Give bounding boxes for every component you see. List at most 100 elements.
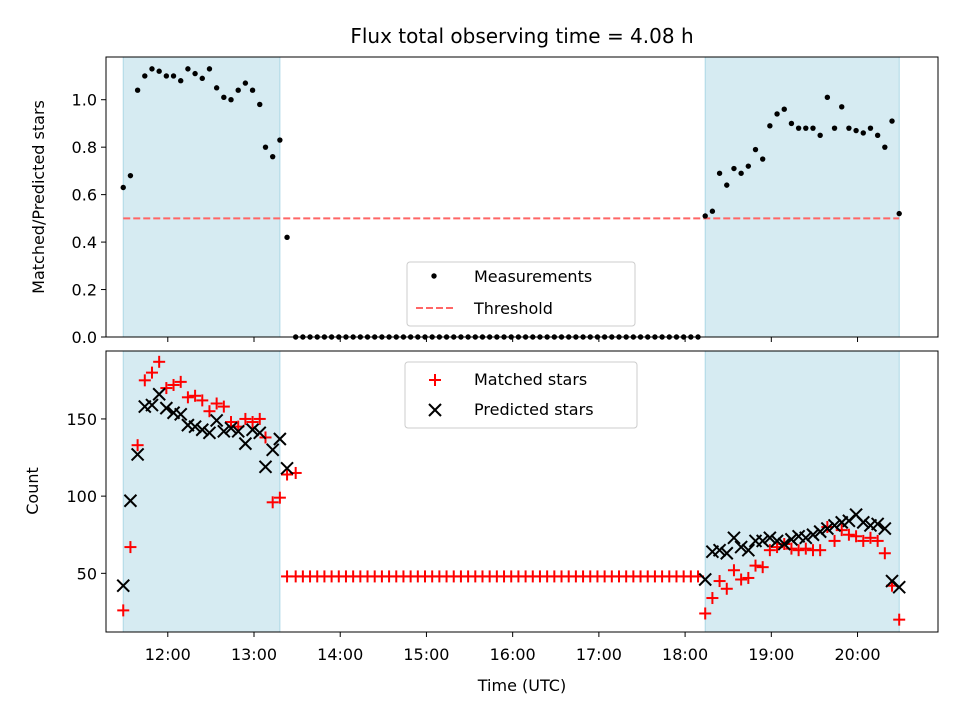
- matched-point: [266, 496, 279, 509]
- matched-point: [763, 544, 776, 557]
- measurement-point: [235, 87, 241, 93]
- matched-point: [893, 613, 906, 626]
- predicted-point: [253, 426, 267, 440]
- predicted-point: [755, 534, 770, 548]
- predicted-point: [238, 436, 253, 451]
- matched-point: [842, 528, 855, 541]
- matched-point: [225, 416, 238, 429]
- top-measurement-points: [120, 66, 902, 340]
- top-x-ticks: [167, 337, 859, 342]
- matched-point: [735, 573, 748, 586]
- predicted-point: [152, 387, 166, 401]
- predicted-point: [813, 524, 827, 539]
- y-tick-label: 0.6: [72, 186, 97, 205]
- measurement-point: [262, 144, 269, 150]
- measurement-point: [853, 127, 859, 134]
- measurement-point: [831, 125, 838, 131]
- measurement-point: [702, 213, 708, 219]
- matched-point: [835, 524, 848, 537]
- measurement-point: [120, 184, 126, 191]
- matched-point: [756, 561, 769, 574]
- matched-point: [699, 607, 712, 620]
- predicted-point: [202, 426, 217, 440]
- predicted-point: [145, 398, 159, 412]
- measurement-point: [795, 125, 802, 131]
- x-tick-label: 12:00: [145, 645, 191, 664]
- legend-measurements-marker: [431, 273, 437, 279]
- measurement-point: [767, 123, 773, 129]
- measurement-point: [127, 172, 134, 179]
- legend-predicted-marker: [428, 403, 442, 417]
- measurement-point: [149, 66, 155, 72]
- predicted-point: [777, 537, 791, 551]
- matched-point: [239, 412, 252, 425]
- matched-point: [850, 530, 863, 543]
- measurement-point: [752, 146, 759, 153]
- matched-point: [864, 531, 877, 544]
- predicted-point: [770, 534, 784, 548]
- matched-point: [181, 391, 194, 404]
- predicted-point: [806, 528, 820, 542]
- predicted-point: [820, 521, 835, 536]
- y-tick-label: 0.0: [72, 328, 97, 347]
- legend-threshold-label: Threshold: [473, 299, 553, 318]
- predicted-point: [741, 543, 756, 557]
- x-axis-label: Time (UTC): [477, 676, 566, 695]
- measurement-point: [228, 97, 234, 103]
- predicted-point: [224, 421, 238, 435]
- predicted-point: [195, 423, 209, 437]
- bottom-legend-box: [404, 361, 638, 429]
- predicted-point: [892, 580, 906, 594]
- shaded-interval: [122, 350, 281, 633]
- y-tick-label: 100: [66, 487, 97, 506]
- predicted-point: [870, 517, 885, 531]
- legend-matched-marker: [429, 374, 441, 386]
- bottom-ylabel: Count: [23, 467, 42, 515]
- measurement-point: [803, 125, 809, 131]
- measurement-point: [846, 125, 852, 131]
- matched-point: [217, 400, 230, 413]
- matched-point: [253, 412, 266, 425]
- x-tick-label: 20:00: [834, 645, 880, 664]
- x-tick-label: 17:00: [576, 645, 622, 664]
- x-tick-label: 19:00: [748, 645, 794, 664]
- measurement-point: [284, 234, 290, 241]
- measurement-point: [242, 80, 249, 86]
- predicted-point: [123, 494, 138, 508]
- bottom-y-axis: 50 100 150: [66, 410, 106, 583]
- measurement-point: [867, 125, 874, 131]
- predicted-point: [799, 531, 813, 545]
- x-tick-label: 16:00: [490, 645, 536, 664]
- predicted-point: [827, 518, 842, 533]
- measurement-point: [142, 73, 148, 79]
- chart-title: Flux total observing time = 4.08 h: [350, 24, 693, 48]
- measurement-point: [824, 94, 831, 101]
- predicted-point: [174, 407, 188, 422]
- matched-point: [160, 382, 173, 395]
- x-tick-label: 14:00: [317, 645, 363, 664]
- matched-point: [727, 564, 740, 577]
- measurement-point: [192, 70, 198, 77]
- bottom-shaded-regions: [122, 350, 900, 633]
- matched-point: [713, 575, 726, 588]
- predicted-point: [245, 423, 260, 437]
- predicted-point: [727, 531, 741, 545]
- predicted-point: [763, 531, 777, 545]
- predicted-point: [734, 540, 748, 554]
- matched-point: [131, 439, 144, 452]
- y-tick-label: 0.4: [72, 233, 97, 252]
- y-tick-label: 0.8: [72, 138, 97, 157]
- matched-point: [138, 374, 151, 387]
- y-tick-label: 50: [77, 564, 97, 583]
- predicted-point: [231, 424, 245, 438]
- measurement-point: [738, 170, 744, 176]
- y-tick-label: 0.2: [72, 281, 97, 300]
- predicted-point: [280, 461, 294, 476]
- measurement-point: [709, 208, 716, 214]
- measurement-point: [185, 66, 191, 72]
- predicted-point: [720, 546, 734, 560]
- matched-point: [742, 571, 755, 584]
- matched-point: [203, 405, 216, 418]
- predicted-point: [273, 432, 287, 446]
- measurement-point: [134, 87, 141, 93]
